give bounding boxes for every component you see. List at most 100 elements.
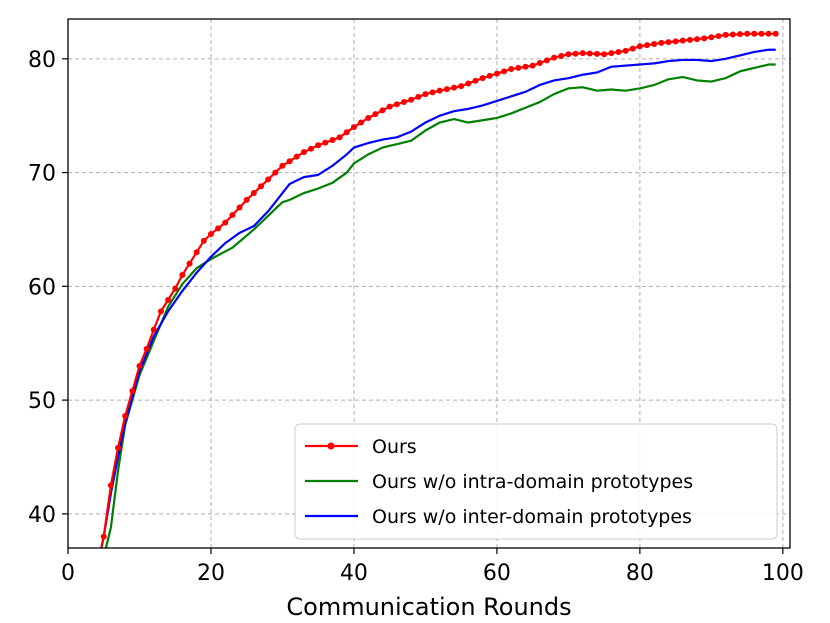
series-point (172, 285, 179, 292)
series-point (615, 48, 622, 55)
series-point (572, 50, 579, 57)
series-point (100, 533, 107, 540)
series-point (408, 96, 415, 103)
series-point (715, 33, 722, 40)
y-tick-label: 60 (28, 275, 56, 300)
series-point (222, 219, 229, 226)
series-point (272, 169, 279, 176)
series-point (265, 176, 272, 183)
series-point (193, 249, 200, 256)
series-point (258, 183, 265, 190)
x-tick-label: 0 (61, 561, 75, 586)
y-tick-label: 50 (28, 389, 56, 414)
x-tick-label: 40 (340, 561, 368, 586)
series-point (479, 75, 486, 82)
series-point (551, 54, 558, 61)
series-point (694, 36, 701, 43)
series-point (300, 149, 307, 156)
x-tick-label: 60 (483, 561, 511, 586)
series-point (150, 326, 157, 333)
series-point (372, 111, 379, 118)
series-point (129, 388, 136, 395)
series-point (522, 63, 529, 70)
series-point (593, 50, 600, 57)
y-tick-label: 40 (28, 503, 56, 528)
series-point (515, 64, 522, 71)
series-point (436, 87, 443, 94)
series-point (686, 36, 693, 43)
series-point (136, 362, 143, 369)
series-point (207, 231, 214, 238)
series-point (229, 212, 236, 219)
series-point (758, 30, 765, 37)
series-point (308, 145, 315, 152)
series-line (100, 48, 776, 548)
series-point (601, 51, 608, 58)
series-point (379, 107, 386, 114)
series-point (365, 114, 372, 121)
series-point (443, 86, 450, 93)
series-point (736, 31, 743, 38)
series-point (644, 42, 651, 49)
series-point (458, 83, 465, 90)
plot-frame (67, 18, 791, 549)
series-point (358, 119, 365, 126)
series-point (343, 129, 350, 136)
series-point (400, 99, 407, 106)
series-point (629, 45, 636, 52)
series-point (215, 225, 222, 232)
series-point (729, 31, 736, 38)
series-point (608, 50, 615, 57)
series-point (543, 57, 550, 64)
series-point (636, 43, 643, 50)
series-point (765, 30, 772, 37)
series-point (243, 196, 250, 203)
legend-marker (327, 442, 335, 450)
series-point (486, 72, 493, 79)
y-tick-label: 80 (28, 48, 56, 73)
series-point (415, 93, 422, 100)
series-point (115, 444, 122, 451)
series-point (451, 84, 458, 91)
series-point (157, 308, 164, 315)
legend: Ours Ours w/o intra-domain prototypes Ours… (294, 423, 778, 540)
x-axis-title: Communication Rounds (286, 593, 571, 621)
series-point (165, 296, 172, 303)
series-point (293, 153, 300, 160)
series-point (701, 35, 708, 42)
series-point (651, 41, 658, 48)
series-point (465, 80, 472, 87)
series-point (279, 162, 286, 169)
series-point (472, 77, 479, 84)
legend-label: Ours (372, 436, 417, 458)
series-point (322, 139, 329, 146)
series-point (236, 204, 243, 211)
x-tick-label: 80 (626, 561, 654, 586)
series-point (329, 136, 336, 143)
series-point (286, 158, 293, 165)
series-point (350, 124, 357, 131)
series-point (679, 37, 686, 44)
series-point (429, 89, 436, 96)
series-point (708, 34, 715, 41)
series-point (501, 68, 508, 75)
series-point (536, 59, 543, 66)
series-point (143, 345, 150, 352)
series-point (658, 39, 665, 46)
series-point (586, 50, 593, 57)
tick-layer: 0 20 40 60 80 100 40 50 60 70 80 (28, 48, 804, 586)
series-point (386, 103, 393, 110)
series-point (179, 271, 186, 278)
series-point (722, 31, 729, 38)
series-point (529, 62, 536, 69)
series-point (250, 190, 257, 197)
series-point (200, 237, 207, 244)
series-point (393, 101, 400, 108)
series-point (579, 50, 586, 57)
series-point (122, 413, 129, 420)
x-tick-label: 100 (762, 561, 804, 586)
series-layer (100, 30, 779, 548)
series-point (315, 142, 322, 149)
series-point (772, 30, 779, 37)
